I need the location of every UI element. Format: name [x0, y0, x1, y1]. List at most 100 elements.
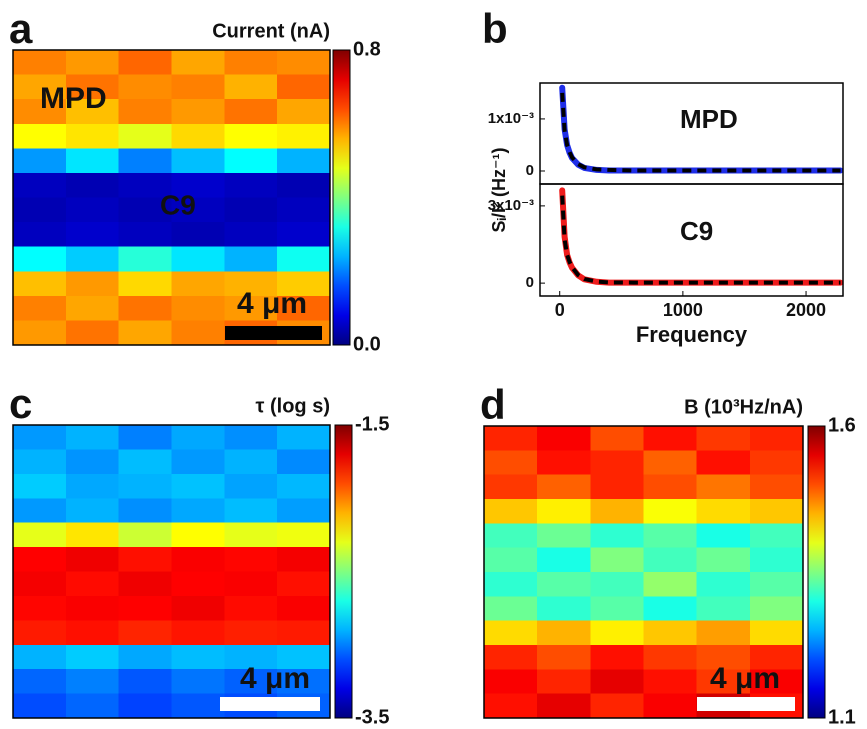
heatmap-cell: [13, 669, 67, 695]
heatmap-cell: [537, 645, 591, 670]
heatmap-cell: [224, 197, 278, 223]
heatmap-cell: [224, 246, 278, 272]
panel-letter: c: [9, 380, 32, 427]
heatmap-cell: [65, 693, 120, 719]
heatmap-cell: [749, 645, 804, 670]
heatmap-cell: [224, 547, 278, 573]
heatmap-cell: [224, 271, 278, 297]
y-tick-label: 3x10⁻³: [488, 197, 534, 214]
heatmap-cell: [277, 246, 331, 272]
heatmap-cell: [65, 644, 120, 670]
heatmap-cell: [696, 426, 751, 451]
heatmap-cell: [13, 172, 67, 199]
heatmap-cell: [171, 669, 225, 695]
heatmap-cell: [171, 295, 225, 322]
heatmap-cell: [171, 449, 225, 475]
heatmap-cell: [643, 669, 698, 695]
heatmap-cell: [65, 547, 120, 573]
heatmap-frame: [12, 424, 331, 719]
colorbar-tick-label: 1.1: [828, 706, 856, 728]
heatmap-cell: [643, 572, 698, 597]
heatmap-cell: [749, 620, 804, 646]
heatmap-cell: [171, 123, 225, 149]
heatmap-cell: [484, 499, 538, 524]
heatmap-cell: [484, 474, 538, 500]
panel-title: τ (log s): [256, 395, 330, 417]
heatmap-cell: [118, 547, 173, 573]
x-tick-label: 0: [555, 300, 565, 320]
heatmap-cell: [643, 523, 698, 549]
heatmap-cell: [537, 523, 591, 549]
series-label: C9: [680, 216, 713, 246]
heatmap-cell: [118, 123, 173, 149]
y-axis-label: Sᵢ/I² (Hz⁻¹): [489, 147, 509, 232]
heatmap-cell: [13, 473, 67, 499]
heatmap-cell: [224, 295, 278, 322]
scale-bar: [697, 697, 795, 711]
heatmap-cell: [537, 572, 591, 597]
heatmap-cell: [643, 426, 698, 451]
heatmap-cell: [171, 498, 225, 524]
heatmap-cell: [696, 474, 751, 500]
panel-letter: d: [480, 381, 506, 428]
heatmap-cell: [65, 197, 120, 223]
heatmap-cell: [537, 426, 591, 451]
heatmap-cell: [118, 320, 173, 346]
heatmap-cell: [13, 693, 67, 719]
heatmap-cell: [590, 547, 645, 573]
panel-letter: b: [482, 5, 508, 52]
heatmap-cell: [171, 693, 225, 719]
heatmap-cell: [118, 148, 173, 174]
panel-letter: a: [9, 5, 33, 52]
colorbar-tick-label: -1.5: [355, 413, 389, 435]
heatmap-cell: [277, 99, 331, 125]
heatmap-cell: [643, 693, 698, 719]
scale-bar-label: 4 μm: [240, 662, 310, 695]
heatmap-cell: [224, 123, 278, 149]
heatmap-cell: [277, 295, 331, 322]
heatmap-cell: [224, 425, 278, 451]
heatmap-cell: [224, 74, 278, 100]
heatmap-cell: [65, 271, 120, 297]
heatmap-cell: [224, 498, 278, 524]
heatmap-cell: [537, 693, 591, 719]
heatmap-cell: [277, 595, 331, 621]
heatmap-cell: [749, 669, 804, 695]
heatmap-cell: [13, 644, 67, 670]
heatmap-cell: [13, 425, 67, 451]
heatmap-cell: [277, 547, 331, 573]
colorbar: [807, 425, 826, 719]
heatmap-cell: [590, 474, 645, 500]
colorbar: [332, 49, 351, 346]
heatmap-cell: [13, 522, 67, 548]
heatmap-cell: [749, 596, 804, 622]
fit-line: [560, 92, 841, 173]
heatmap-cell: [696, 450, 751, 476]
heatmap-cell: [590, 669, 645, 695]
heatmap-cell: [13, 99, 67, 125]
heatmap-cell: [171, 595, 225, 621]
heatmap-cell: [65, 522, 120, 548]
heatmap-cell: [118, 571, 173, 597]
heatmap-cell: [537, 596, 591, 622]
heatmap-cell: [65, 172, 120, 199]
heatmap-cell: [537, 669, 591, 695]
heatmap-cell: [118, 522, 173, 548]
heatmap-cell: [118, 222, 173, 248]
heatmap-cell: [224, 50, 278, 76]
panel-title: B (10³Hz/nA): [684, 396, 803, 418]
heatmap-cell: [277, 271, 331, 297]
plot-frame: [539, 183, 844, 297]
heatmap-cell: [171, 620, 225, 646]
heatmap-cell: [65, 473, 120, 499]
heatmap-cell: [590, 620, 645, 646]
heatmap-cell: [118, 498, 173, 524]
heatmap-cell: [65, 246, 120, 272]
heatmap-cell: [118, 669, 173, 695]
heatmap-cell: [118, 473, 173, 499]
heatmap-cell: [171, 571, 225, 597]
heatmap-cell: [643, 499, 698, 524]
heatmap-cell: [590, 523, 645, 549]
heatmap-frame: [483, 425, 804, 719]
